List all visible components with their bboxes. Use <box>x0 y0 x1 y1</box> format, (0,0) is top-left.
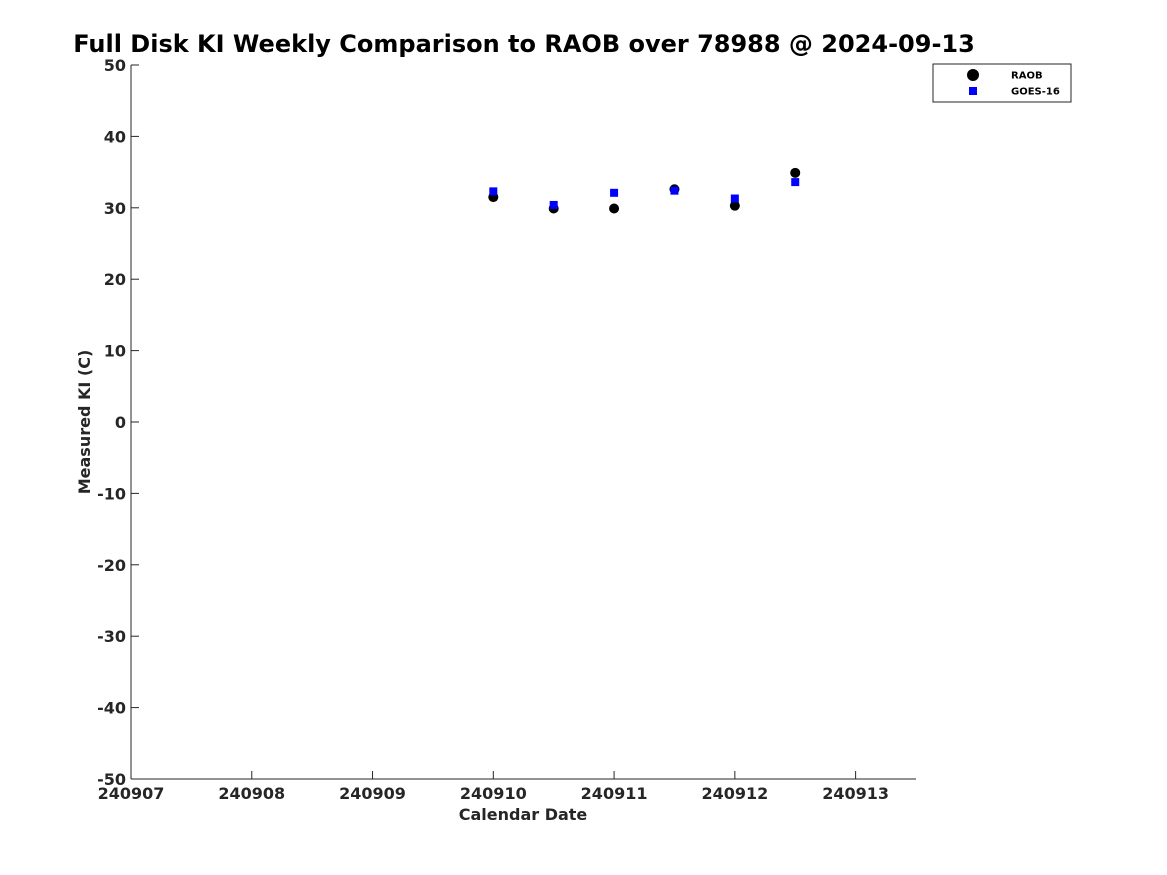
x-axis-label: Calendar Date <box>459 805 588 824</box>
x-tick-label: 240907 <box>98 784 165 803</box>
point-raob <box>790 167 801 178</box>
legend-box <box>932 63 1072 103</box>
y-tick-label: 40 <box>104 127 126 146</box>
y-tick-label: -30 <box>97 627 126 646</box>
point-goes-16 <box>489 187 498 196</box>
y-ticks: -50 -40 -30 -20 -10 0 10 20 30 40 50 <box>97 56 139 789</box>
point-raob <box>729 200 740 211</box>
x-tick-label: 240913 <box>822 784 889 803</box>
y-tick-label: -50 <box>97 770 126 789</box>
legend-label-raob: RAOB <box>1011 71 1043 82</box>
point-goes-16 <box>670 186 679 195</box>
chart-title: Full Disk KI Weekly Comparison to RAOB o… <box>73 30 975 58</box>
y-tick-label: -20 <box>97 556 126 575</box>
y-tick-label: 30 <box>104 199 126 218</box>
point-goes-16 <box>549 200 558 209</box>
legend-marker-goes-16 <box>969 87 977 95</box>
point-raob <box>609 203 620 214</box>
y-tick-label: 0 <box>115 413 126 432</box>
y-tick-label: -40 <box>97 699 126 718</box>
point-goes-16 <box>791 178 800 187</box>
data-points <box>488 167 801 214</box>
legend-marker-raob <box>967 69 979 81</box>
y-axis-label: Measured KI (C) <box>75 350 94 495</box>
y-tick-label: 50 <box>104 56 126 75</box>
legend: RAOB GOES-16 <box>932 63 1072 103</box>
y-tick-label: 20 <box>104 270 126 289</box>
x-tick-label: 240912 <box>701 784 768 803</box>
legend-label-goes-16: GOES-16 <box>1011 87 1060 98</box>
x-tick-label: 240908 <box>218 784 285 803</box>
x-ticks: 240907 240908 240909 240910 240911 240912 2409… <box>98 771 889 803</box>
x-tick-label: 240910 <box>460 784 527 803</box>
x-tick-label: 240911 <box>581 784 648 803</box>
y-tick-label: -10 <box>97 484 126 503</box>
y-tick-label: 10 <box>104 342 126 361</box>
x-tick-label: 240909 <box>339 784 406 803</box>
point-goes-16 <box>610 188 619 197</box>
point-goes-16 <box>730 194 739 203</box>
